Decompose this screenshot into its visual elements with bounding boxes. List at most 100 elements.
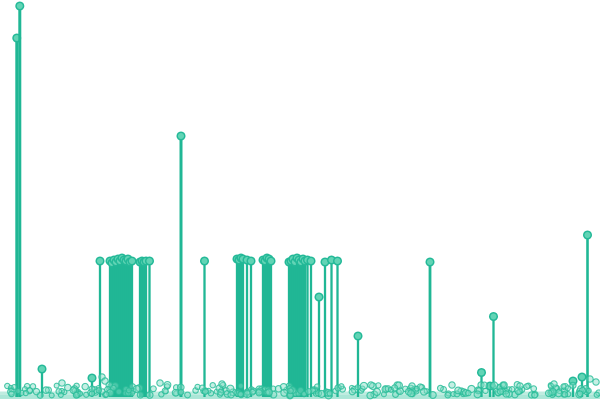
stem-marker [306,256,316,266]
noise-marker [132,384,141,393]
noise-marker [58,379,66,387]
noise-marker [209,381,216,389]
noise-marker [444,391,452,399]
noise-marker [287,387,294,395]
noise-marker [586,375,594,383]
noise-marker [15,387,22,395]
noise-marker [72,391,80,399]
noise-marker [490,381,499,390]
noise-marker [523,383,531,391]
stem-marker [314,292,324,302]
stem-marker [488,311,499,322]
noise-marker [136,391,145,399]
noise-marker [48,392,55,399]
stem-marker [144,256,155,266]
noise-marker [184,391,192,399]
noise-marker [265,388,273,397]
noise-marker [29,383,37,390]
noise-marker [407,389,416,398]
noise-marker [22,389,29,397]
noise-marker [560,383,567,390]
noise-marker [177,388,185,396]
noise-marker [454,386,463,395]
noise-marker [465,389,472,397]
noise-marker [115,388,123,396]
noise-marker [149,385,157,393]
noise-marker [227,391,235,399]
noise-marker [8,390,15,398]
noise-marker [482,387,489,395]
noise-marker [57,392,64,399]
noise-marker [249,388,256,396]
noise-marker [436,384,444,392]
noise-marker [480,381,489,390]
noise-marker [304,387,312,395]
noise-marker [500,381,508,389]
stem-marker [87,373,97,383]
stem-marker [15,1,25,11]
noise-marker [326,390,333,397]
noise-marker [42,386,50,394]
noise-marker [544,389,553,398]
noise-marker [95,387,103,394]
noise-marker [354,384,361,391]
noise-marker [83,391,90,398]
noise-marker [496,388,504,395]
stem-marker [582,230,593,240]
stem-marker [332,256,343,266]
noise-marker [366,391,375,400]
noise-marker [359,381,369,391]
noise-marker [81,382,89,391]
noise-marker [569,381,577,390]
noise-marker [7,387,16,396]
stem-marker [95,256,105,266]
stem-marker [476,367,487,378]
stem-marker [425,257,435,267]
stem-marker [577,372,587,382]
noise-marker [88,390,96,397]
noise-marker [218,380,226,388]
noise-marker [237,382,244,389]
noise-marker [237,390,244,398]
stem-marker [266,256,276,266]
noise-marker [428,391,437,399]
noise-marker [217,388,225,396]
noise-marker [448,381,456,389]
noise-marker [516,382,524,390]
noise-marker [592,378,600,386]
noise-marker [69,386,78,394]
noise-marker [396,387,404,396]
noise-marker [334,384,342,392]
noise-marker [372,387,382,397]
noise-marker [103,391,110,398]
noise-marker [32,387,41,396]
noise-marker [473,390,482,399]
noise-marker [419,387,428,396]
stem-marker [246,256,256,266]
noise-marker [163,380,172,389]
noise-marker [561,391,569,398]
noise-marker [171,388,180,397]
noise-marker [550,380,558,388]
noise-marker [348,387,357,396]
stem-marker [199,256,210,266]
noise-marker [530,385,538,393]
noise-marker [101,377,109,385]
noise-marker [380,391,387,398]
noise-marker [390,384,399,392]
noise-marker [317,389,326,398]
stem-marker [37,364,47,374]
stem-marker [176,131,186,141]
noise-marker [145,391,154,399]
noise-marker [11,383,18,390]
noise-marker [314,383,321,390]
stem-marker [353,331,363,341]
noise-marker [338,383,345,390]
noise-marker [255,388,263,397]
noise-marker [593,391,600,398]
noise-marker [585,387,592,394]
noise-marker [161,387,169,395]
noise-marker [367,381,375,389]
noise-marker [53,382,60,389]
